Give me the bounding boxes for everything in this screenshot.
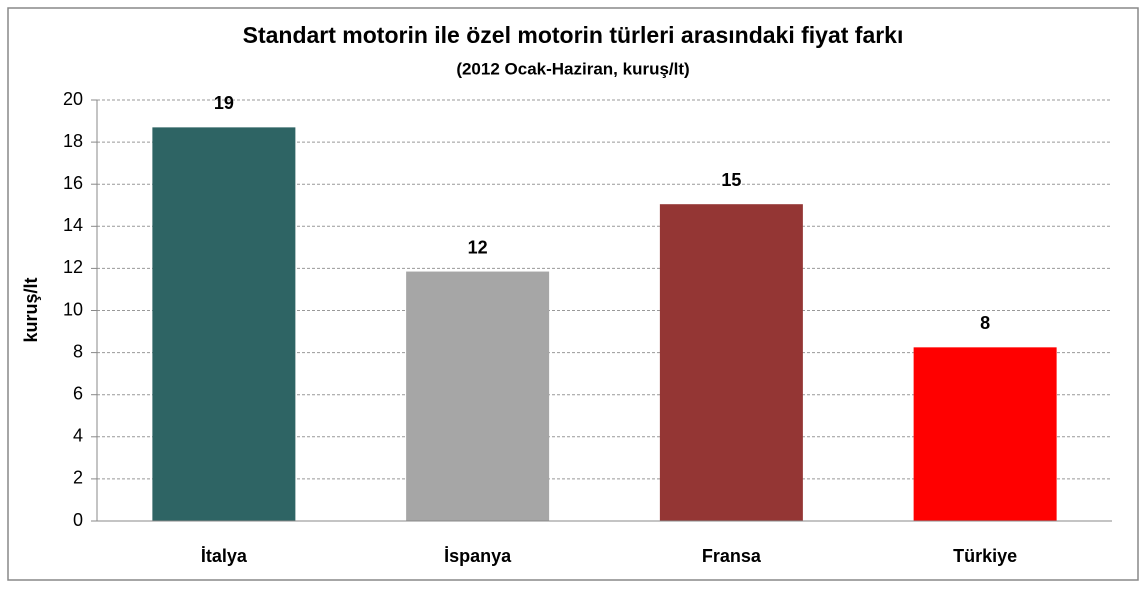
chart-title: Standart motorin ile özel motorin türler…: [243, 22, 904, 48]
y-tick-label: 18: [63, 131, 83, 151]
y-tick-label: 10: [63, 299, 83, 319]
x-tick-label: Türkiye: [953, 546, 1017, 566]
bar: [406, 271, 550, 521]
data-label: 19: [214, 93, 234, 113]
y-tick-label: 16: [63, 173, 83, 193]
data-label: 15: [721, 170, 741, 190]
y-tick-label: 8: [73, 341, 83, 361]
y-tick-label: 2: [73, 468, 83, 488]
y-tick-label: 14: [63, 215, 83, 235]
y-tick-label: 0: [73, 510, 83, 530]
bar: [152, 127, 296, 522]
y-tick-label: 4: [73, 426, 83, 446]
x-tick-label: Fransa: [702, 546, 762, 566]
x-tick-label: İtalya: [201, 546, 248, 566]
data-label: 8: [980, 313, 990, 333]
bar: [659, 204, 803, 521]
x-tick-label: İspanya: [444, 546, 512, 566]
data-label: 12: [468, 237, 488, 257]
y-tick-label: 20: [63, 89, 83, 109]
chart-subtitle: (2012 Ocak-Haziran, kuruş/lt): [456, 59, 689, 78]
y-tick-label: 12: [63, 257, 83, 277]
y-axis-label: kuruş/lt: [21, 277, 41, 342]
y-tick-label: 6: [73, 383, 83, 403]
bar: [913, 347, 1057, 521]
